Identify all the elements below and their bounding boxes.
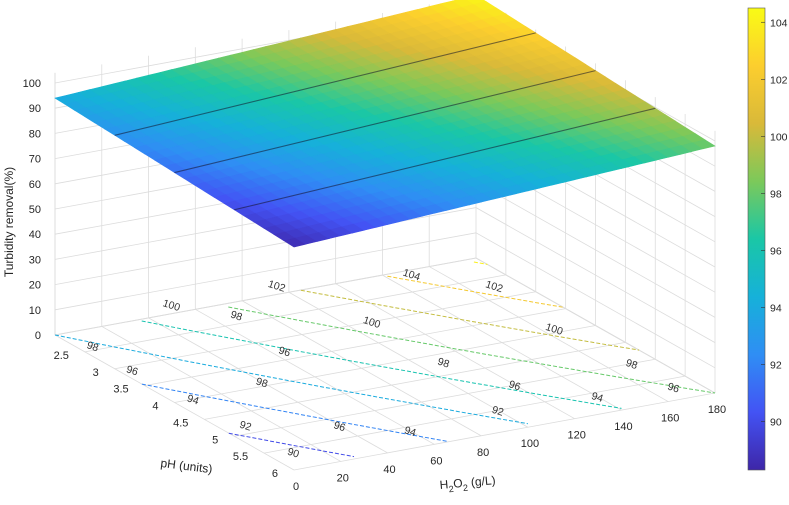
contour-line [141,383,448,442]
x-label-subscript: 2 [463,483,469,493]
contour-line [228,306,716,394]
colorbar-tick-label: 98 [770,188,782,200]
contour-label: 98 [436,356,451,371]
y-axis-label: pH (units) [160,456,213,476]
surface-mesh-line [174,70,596,174]
floor-gridline [293,392,716,471]
contour-label: 94 [185,393,200,408]
z-tick-label: 30 [29,254,41,266]
contour-label: 96 [125,363,140,378]
colorbar-tick-label: 100 [770,131,788,143]
wall-gridline [54,257,716,394]
x-tick-label: 100 [521,438,539,450]
surface-mesh-line [114,32,536,136]
y-tick-label: 5 [212,434,218,446]
y-tick-label: 4.5 [173,417,188,429]
y-tick-label: 2.5 [54,350,69,362]
contour-line [141,320,622,409]
colorbar-tick-label: 104 [770,17,788,29]
z-tick-label: 70 [29,154,41,166]
contour-label: 90 [286,446,301,461]
contour-line [300,289,640,351]
x-tick-label: 20 [337,472,349,484]
contour-label: 96 [507,378,522,393]
colorbar: 90 92 94 96 98 100 102 104 [747,7,788,471]
colorbar-tick-label: 102 [770,74,788,86]
x-tick-label: 180 [708,404,726,416]
y-tick-label: 4 [152,401,158,413]
floor-gridline [204,341,626,420]
z-axis-label: Turbidity removal(%) [2,167,16,277]
colorbar-tick-label: 92 [770,359,782,371]
contour-label: 96 [332,419,347,434]
x-label-text: (g/L) [467,473,496,489]
wall-gridline [54,207,716,343]
contour-label: 100 [161,297,182,314]
contour-label: 104 [401,267,422,284]
z-tick-label: 90 [29,103,41,115]
contour-line [387,275,564,308]
floor-back-edges [54,257,716,394]
contour-label: 94 [590,390,605,405]
colorbar-tick-label: 90 [770,417,782,429]
contour-label: 102 [266,278,287,295]
z-tick-label: 80 [29,128,41,140]
z-tick-label: 20 [29,280,41,292]
contour-label: 100 [544,321,565,338]
floor-gridline [234,358,656,437]
contour-label: 102 [484,278,505,295]
x-label-text: H [439,477,449,492]
z-tick-label: 10 [29,305,41,317]
z-tick-label: 60 [29,179,41,191]
x-tick-label: 80 [477,447,489,459]
colorbar-tick-label: 96 [770,245,782,257]
colorbar-scale [747,7,766,471]
contour-label: 98 [254,375,269,390]
y-tick-label: 5.5 [233,451,248,463]
z-tick-label: 50 [29,204,41,216]
x-label-text: O [453,476,464,491]
contour-line [228,432,355,458]
contour-label: 94 [403,424,418,439]
floor-gridline [114,291,536,370]
floor-gridline [84,274,506,353]
contour-line [473,261,488,265]
x-tick-label: 120 [567,430,585,442]
y-tick-label: 6 [272,468,278,480]
contour-label: 96 [666,381,681,396]
axis-ticks: 01020304050607080901002.533.544.555.5602… [23,78,727,493]
z-tick-label: 100 [23,78,41,90]
contour-label: 96 [277,345,292,360]
x-label-subscript: 2 [448,484,454,494]
axis-labels: Turbidity removal(%) pH (units) H2O2 (g/… [2,167,496,495]
y-tick-label: 3 [93,367,99,379]
contour-label: 98 [85,339,100,354]
x-axis-label: H2O2 (g/L) [439,473,496,495]
surface-patch [692,139,716,150]
x-tick-label: 60 [430,455,442,467]
wall-gridline [54,232,716,369]
x-tick-label: 140 [614,421,632,433]
contour-label: 98 [229,309,244,324]
response-surface [54,0,716,248]
contour-line [54,334,528,425]
surface-mesh-line [234,107,656,211]
z-tick-label: 40 [29,229,41,241]
colorbar-tick-label: 94 [770,302,782,314]
x-tick-label: 40 [383,464,395,476]
contour-label: 100 [362,314,383,331]
x-tick-label: 0 [293,481,299,493]
floor-gridline [174,325,596,403]
contour-label: 98 [624,357,639,372]
contour-label: 92 [238,419,253,434]
floor-gridline [144,308,566,387]
z-tick-label: 0 [35,330,41,342]
contour-label: 92 [490,404,505,419]
y-tick-label: 3.5 [113,384,128,396]
x-tick-label: 160 [661,413,679,425]
